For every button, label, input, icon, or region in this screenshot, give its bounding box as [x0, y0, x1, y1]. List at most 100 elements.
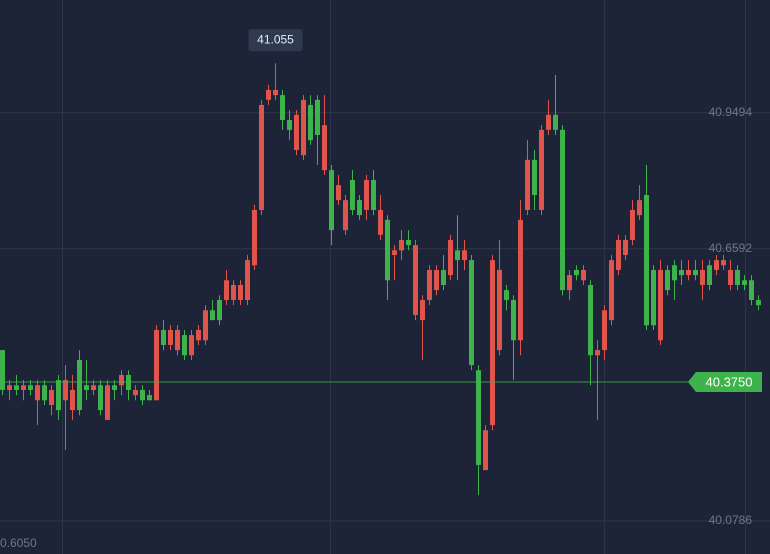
candle-body [707, 265, 712, 285]
candle-body [98, 385, 103, 411]
candle-body [427, 269, 432, 300]
candle-body [728, 269, 733, 285]
candle-body [504, 290, 509, 300]
candle-body [532, 159, 537, 195]
candle-body [644, 194, 649, 326]
candle-body [147, 395, 152, 401]
candle-body [273, 89, 278, 96]
candle-body [497, 269, 502, 351]
candle-body [581, 269, 586, 281]
candle-body [28, 385, 33, 390]
candle-body [203, 310, 208, 341]
candle-body [224, 280, 229, 300]
candle-body [714, 260, 719, 270]
candle-body [630, 209, 635, 240]
vertical-grid [62, 0, 746, 554]
candle-body [294, 114, 299, 150]
candle-body [553, 114, 558, 130]
candle-body [539, 129, 544, 210]
candle-body [301, 99, 306, 156]
candle-body [469, 260, 474, 366]
candle-body [574, 269, 579, 276]
candle-body [616, 239, 621, 270]
candle-body [259, 104, 264, 210]
candle-body [287, 119, 292, 130]
y-tick-label: 40.0786 [709, 513, 753, 527]
candle-body [196, 329, 201, 341]
candle-body [315, 99, 320, 135]
candle-body [161, 329, 166, 345]
candle-body [35, 385, 40, 401]
candle-body [7, 385, 12, 390]
candle-body [385, 219, 390, 281]
candle-body [56, 380, 61, 411]
candle-body [168, 329, 173, 345]
candle-body [217, 299, 222, 321]
candle-body [518, 219, 523, 341]
candle-body [210, 310, 215, 321]
candle-body [357, 200, 362, 216]
candle-body [749, 280, 754, 300]
price-tag-label: 40.3750 [706, 374, 753, 389]
candle-body [63, 380, 68, 401]
candle-body [252, 209, 257, 266]
candle-body [448, 239, 453, 276]
candle-body [70, 389, 75, 411]
candle-body [560, 129, 565, 291]
candle-body [595, 350, 600, 356]
candle-body [651, 269, 656, 326]
candle-body [399, 239, 404, 251]
candle-body [742, 280, 747, 285]
y-tick-label: 40.9494 [709, 105, 753, 119]
candle-body [343, 200, 348, 231]
candle-body [84, 385, 89, 390]
candle-body [602, 310, 607, 351]
candle-body [406, 239, 411, 246]
candle-body [308, 104, 313, 141]
candle-body [119, 374, 124, 386]
candle-body [280, 95, 285, 120]
y-tick-label: 40.6592 [709, 241, 753, 255]
candle-body [77, 359, 82, 411]
candle-body [672, 265, 677, 281]
candle-body [350, 179, 355, 210]
candle-body [420, 299, 425, 321]
candle-body [679, 269, 684, 276]
candle-body [245, 260, 250, 300]
candle-body [49, 389, 54, 405]
candle-body [525, 159, 530, 210]
candle-body [483, 430, 488, 471]
candle-body [441, 269, 446, 285]
candle-body [140, 389, 145, 401]
candle-body [175, 329, 180, 351]
high-marker-label: 41.055 [257, 32, 294, 46]
candle-body [91, 385, 96, 390]
candle-body [266, 89, 271, 100]
candle-body [238, 284, 243, 300]
candle-body [154, 329, 159, 401]
candle-body [700, 269, 705, 285]
candle-body [693, 269, 698, 276]
candle-body [434, 269, 439, 291]
candle-body [105, 385, 110, 420]
candle-body [511, 299, 516, 341]
candle-body [378, 209, 383, 235]
candle-body [112, 385, 117, 390]
price-tag [688, 371, 762, 392]
candle-body [490, 260, 495, 426]
candle-body [476, 370, 481, 465]
high-marker-box [248, 29, 303, 52]
candle-body [413, 245, 418, 315]
candle-body [637, 200, 642, 216]
candle-body [658, 269, 663, 341]
candle-body [336, 185, 341, 201]
candle-body [455, 250, 460, 261]
candle-body [546, 114, 551, 130]
candle-body [329, 170, 334, 231]
candle-body [609, 260, 614, 321]
candle-body [371, 179, 376, 210]
candle-body [189, 335, 194, 356]
candle-body [567, 275, 572, 291]
